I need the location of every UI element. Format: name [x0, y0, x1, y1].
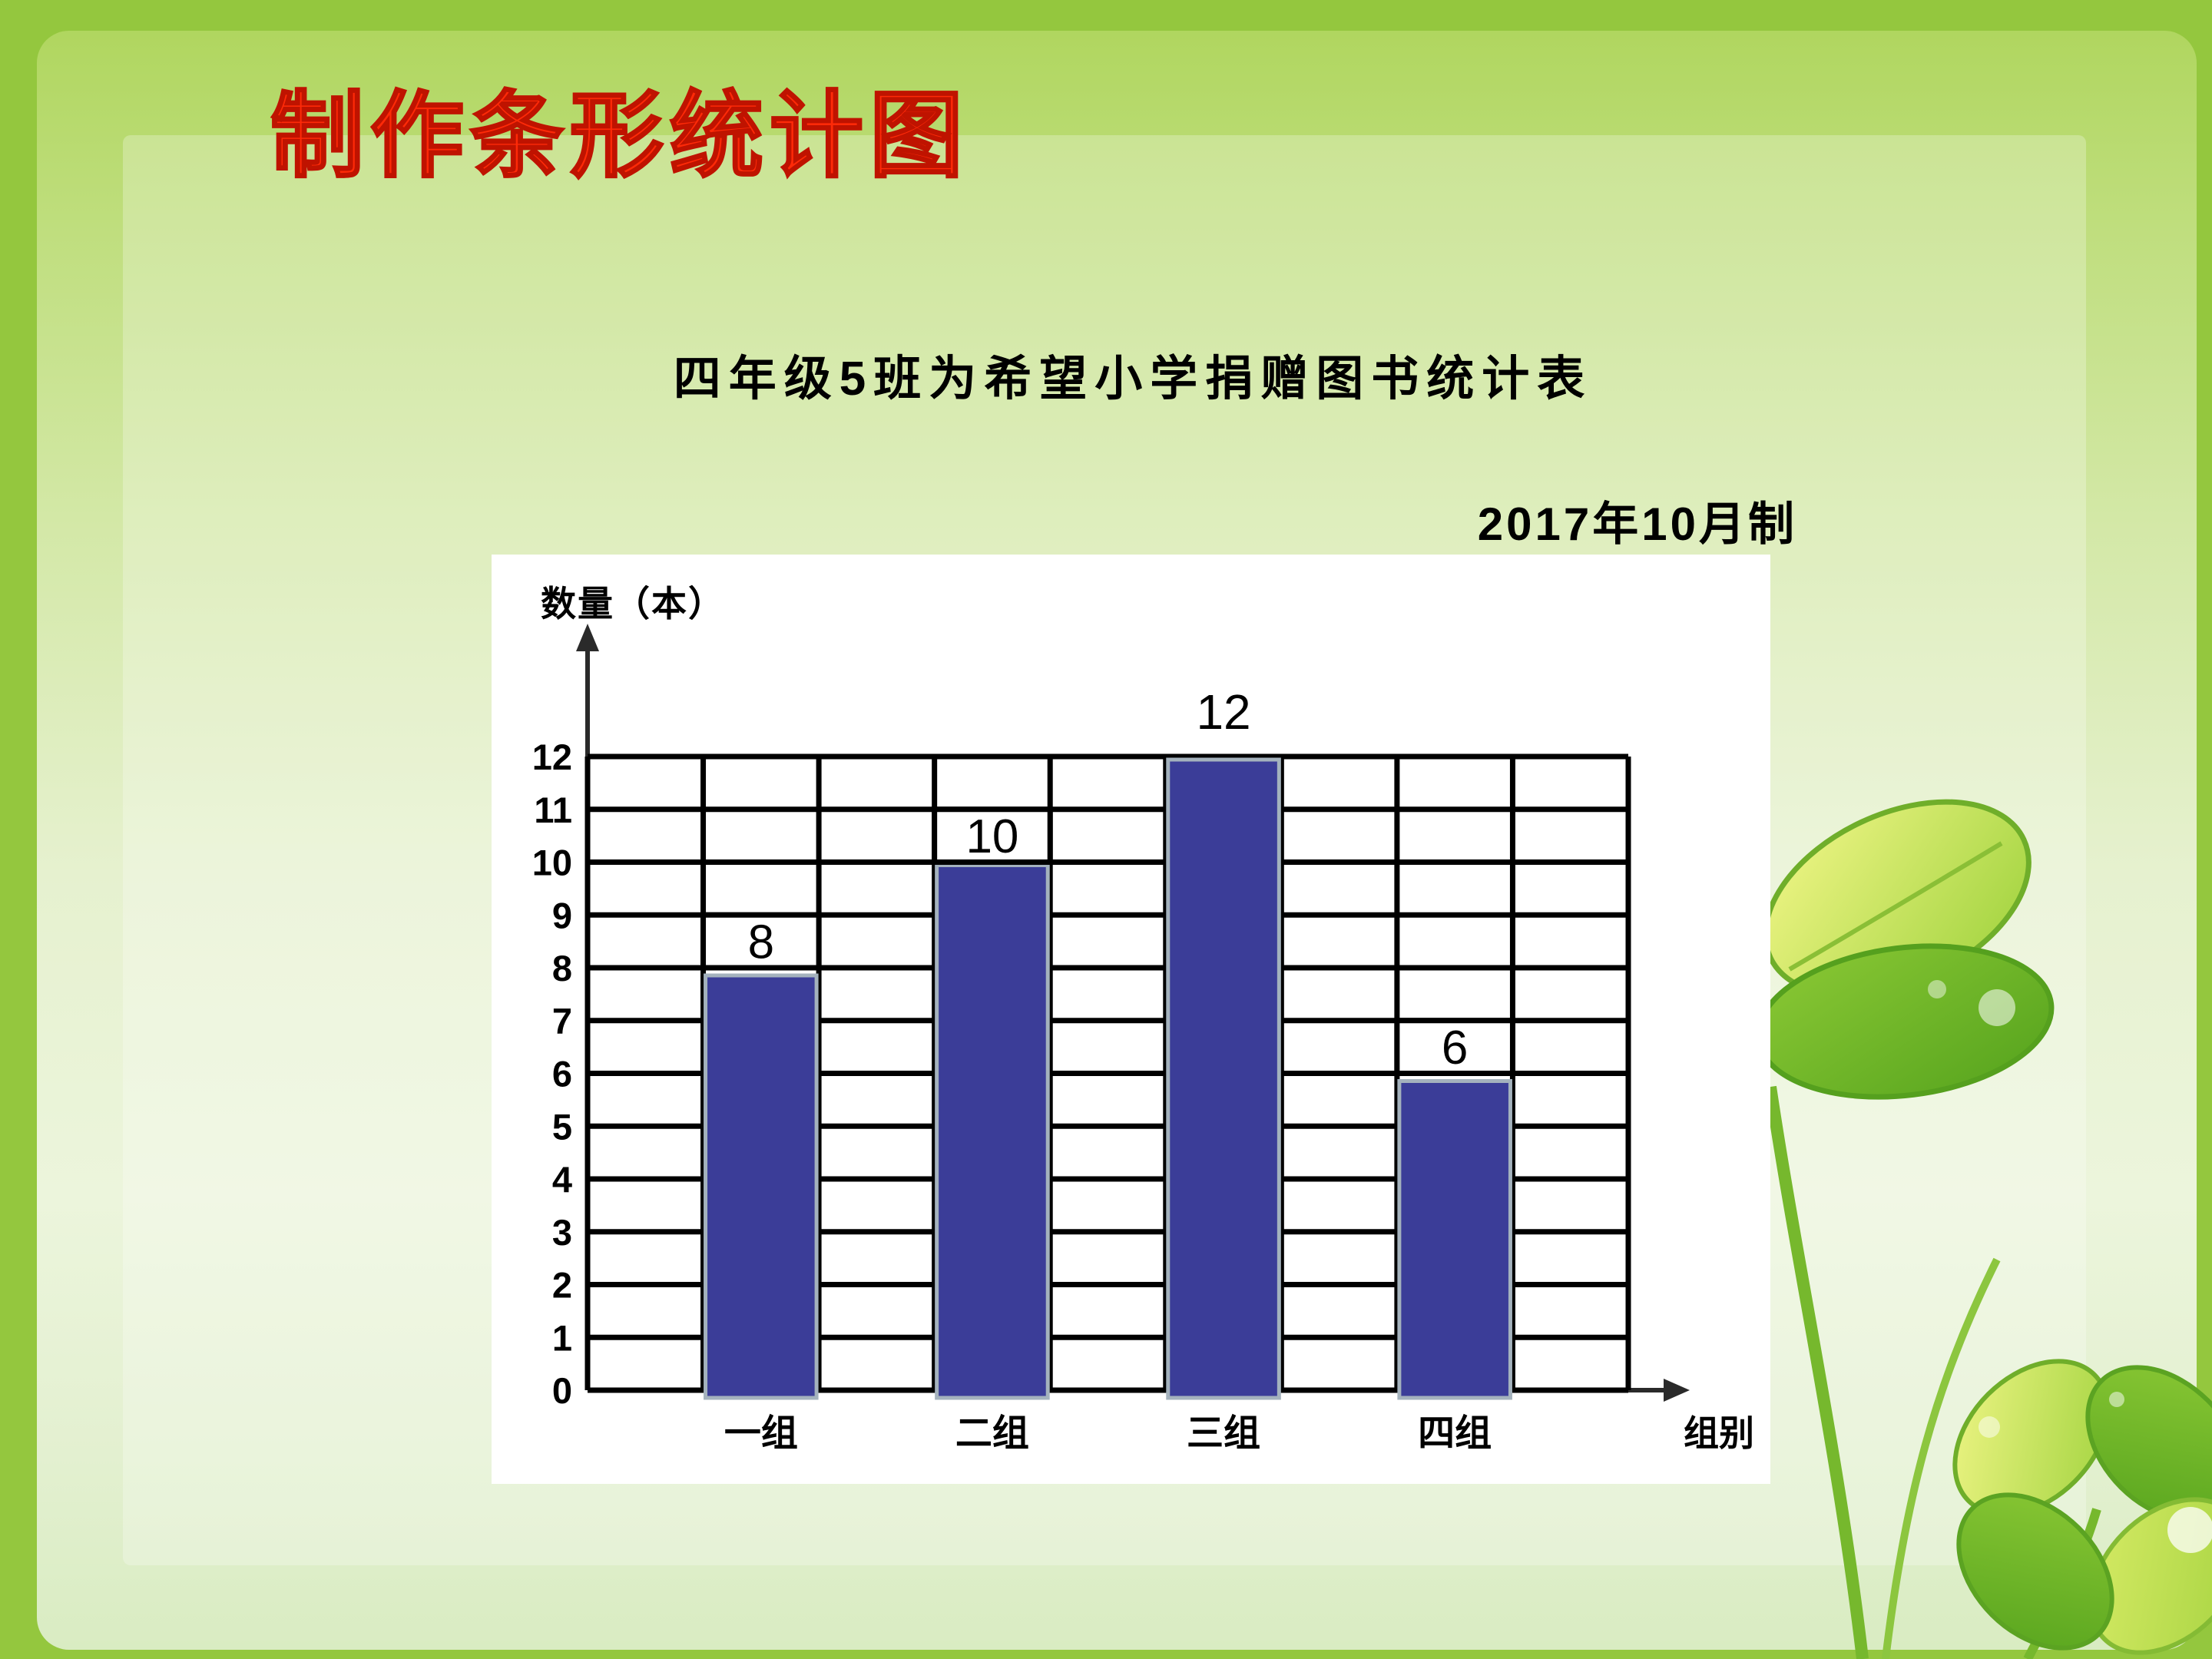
- x-axis-title: 组别: [1684, 1413, 1754, 1453]
- x-category-label: 二组: [955, 1413, 1029, 1454]
- bar-value-label: 12: [1196, 684, 1250, 740]
- bar-value-box: [932, 806, 1053, 865]
- bar-value-label: 8: [748, 916, 774, 969]
- x-category-label: 三组: [1187, 1413, 1260, 1454]
- y-tick-label: 7: [552, 1001, 572, 1041]
- bar-一组: [704, 973, 819, 1400]
- y-axis-title: 数量（本）: [541, 584, 725, 624]
- y-tick-label: 8: [552, 948, 572, 988]
- bar-value-box: [700, 912, 822, 971]
- y-tick-label: 5: [552, 1106, 572, 1147]
- y-tick-label: 9: [552, 895, 572, 935]
- bar-三组: [1166, 757, 1281, 1400]
- chart-title: 四年级5班为希望小学捐赠图书统计表: [673, 353, 1593, 406]
- y-tick-label: 12: [532, 737, 572, 777]
- bar-chart-panel: 8 10 12 6 0 1 2 3 4 5 6 7 8 9 10 11 12 一组 二组 三组 四组 组别 数量（本）: [492, 555, 1770, 1484]
- x-category-label: 一组: [724, 1413, 798, 1454]
- date-note: 2017年10月制: [1477, 498, 1797, 550]
- x-category-label: 四组: [1418, 1413, 1492, 1454]
- y-tick-label: 0: [552, 1370, 572, 1411]
- slide-title: 制作条形统计图: [270, 83, 969, 190]
- y-tick-label: 4: [552, 1159, 572, 1200]
- y-tick-label: 10: [532, 843, 572, 883]
- x-axis-arrow: [1664, 1379, 1690, 1402]
- bar-value-label: 10: [965, 810, 1018, 863]
- bar-二组: [935, 863, 1050, 1400]
- bar-value-label: 6: [1442, 1022, 1468, 1075]
- y-tick-label: 2: [552, 1265, 572, 1306]
- y-tick-label: 11: [534, 790, 572, 830]
- y-axis-arrow: [576, 624, 599, 651]
- y-tick-label: 3: [552, 1212, 572, 1253]
- bar-四组: [1397, 1079, 1512, 1400]
- y-tick-label: 1: [552, 1317, 572, 1358]
- bar-value-box: [1394, 1018, 1515, 1076]
- y-tick-label: 6: [552, 1054, 572, 1094]
